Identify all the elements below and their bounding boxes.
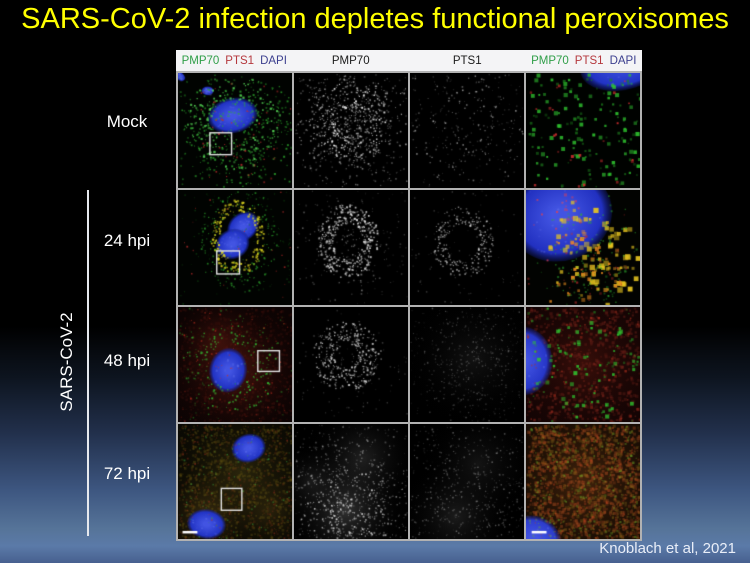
micrograph-24hpi-merge-zoom — [526, 190, 640, 305]
micrograph-mock-merge — [178, 73, 292, 188]
row-label-24hpi: 24 hpi — [103, 231, 151, 250]
label-pmp70: PMP70 — [331, 54, 370, 67]
micrograph-72hpi-pts1 — [410, 424, 524, 539]
micrograph-24hpi-pmp70 — [294, 190, 408, 305]
slide-title: SARS-CoV-2 infection depletes functional… — [21, 3, 729, 35]
row-label-72hpi: 72 hpi — [103, 464, 151, 483]
row-label-mock: Mock — [106, 112, 148, 131]
micrograph-grid — [176, 71, 642, 541]
label-pts1: PTS1 — [452, 54, 482, 67]
column-header-pts1: PTS1 — [409, 55, 526, 67]
micrograph-mock-pmp70 — [294, 73, 408, 188]
label-pts1: PTS1 — [574, 54, 604, 67]
row-label-48hpi: 48 hpi — [103, 351, 151, 370]
label-pmp70: PMP70 — [181, 54, 220, 67]
micrograph-72hpi-merge — [178, 424, 292, 539]
micrograph-72hpi-pmp70 — [294, 424, 408, 539]
micrograph-24hpi-merge — [178, 190, 292, 305]
micrograph-72hpi-merge-zoom — [526, 424, 640, 539]
micrograph-mock-merge-zoom — [526, 73, 640, 188]
label-pmp70: PMP70 — [531, 54, 569, 67]
column-header-pmp70: PMP70 — [293, 55, 410, 67]
side-label-sars-cov-2: SARS-CoV-2 — [57, 312, 76, 412]
column-header-merge-zoom: PMP70 PTS1 DAPI — [526, 55, 643, 67]
figure-column-headers: PMP70 PTS1 DAPI PMP70 PTS1 PMP70 PTS1 DAPI — [176, 50, 642, 71]
micrograph-48hpi-merge-zoom — [526, 307, 640, 422]
micrograph-48hpi-pmp70 — [294, 307, 408, 422]
micrograph-24hpi-pts1 — [410, 190, 524, 305]
bracket-line — [87, 190, 89, 536]
citation: Knoblach et al, 2021 — [599, 540, 736, 557]
micrograph-mock-pts1 — [410, 73, 524, 188]
label-dapi: DAPI — [609, 54, 637, 67]
figure-panel: PMP70 PTS1 DAPI PMP70 PTS1 PMP70 PTS1 DAPI — [176, 50, 642, 541]
column-header-merge: PMP70 PTS1 DAPI — [176, 55, 293, 67]
micrograph-48hpi-merge — [178, 307, 292, 422]
label-pts1: PTS1 — [225, 54, 255, 67]
label-dapi: DAPI — [260, 54, 287, 67]
micrograph-48hpi-pts1 — [410, 307, 524, 422]
